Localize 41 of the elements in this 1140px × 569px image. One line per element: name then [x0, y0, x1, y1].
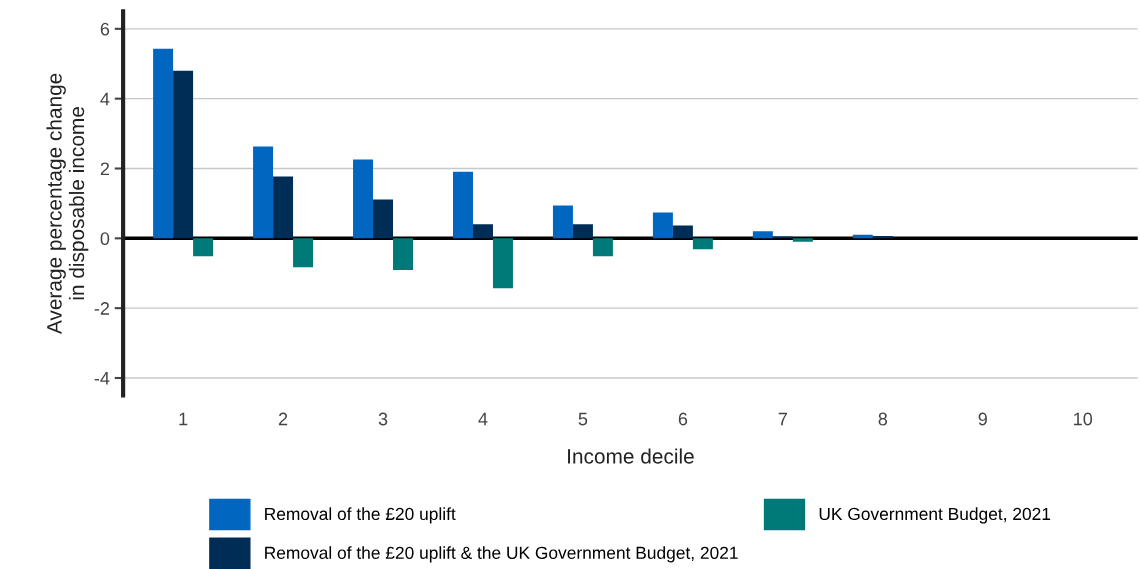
bar: [572, 224, 593, 239]
bar: [253, 146, 274, 239]
bar: [652, 212, 673, 239]
bar: [492, 238, 513, 289]
x-tick-label: 5: [578, 412, 588, 426]
x-tick-label: 10: [1074, 412, 1093, 426]
bar: [173, 70, 194, 239]
x-tick-label: 3: [378, 412, 388, 426]
bar: [373, 199, 394, 239]
y-tick-label: -2: [94, 302, 110, 315]
x-tick-label: 6: [678, 412, 688, 426]
bar: [273, 176, 294, 239]
x-tick-label: 7: [778, 412, 787, 426]
bar: [792, 238, 813, 242]
bar: [472, 224, 493, 239]
y-axis-title: Average percentage change in disposable income: [46, 73, 89, 335]
bar: [452, 171, 473, 239]
bar: [393, 238, 414, 271]
y-tick-label: 0: [100, 232, 110, 246]
y-tick-label: -4: [94, 372, 110, 385]
bar: [672, 225, 693, 239]
bar: [552, 205, 573, 239]
legend-label: Removal of the £20 uplift & the UK Government Budget, 2021: [265, 546, 738, 563]
x-axis-title: Income decile: [568, 448, 694, 464]
x-tick-label: 2: [278, 412, 288, 426]
x-tick-label: 8: [878, 412, 888, 426]
x-tick-label: 9: [978, 412, 987, 426]
bar: [752, 231, 773, 239]
y-tick-label: 2: [100, 162, 110, 176]
y-tick-label: 4: [100, 92, 110, 106]
x-tick-label: 4: [478, 412, 488, 426]
bar: [353, 159, 374, 239]
x-tick-label: 1: [179, 412, 188, 426]
bar: [692, 238, 713, 250]
y-tick-label: 6: [100, 22, 110, 36]
bar: [153, 48, 174, 239]
legend-label: Removal of the £20 uplift: [265, 507, 456, 524]
bar: [592, 238, 613, 257]
legend-label: UK Government Budget, 2021: [819, 507, 1051, 524]
bar: [293, 238, 314, 268]
bar: [193, 238, 214, 257]
